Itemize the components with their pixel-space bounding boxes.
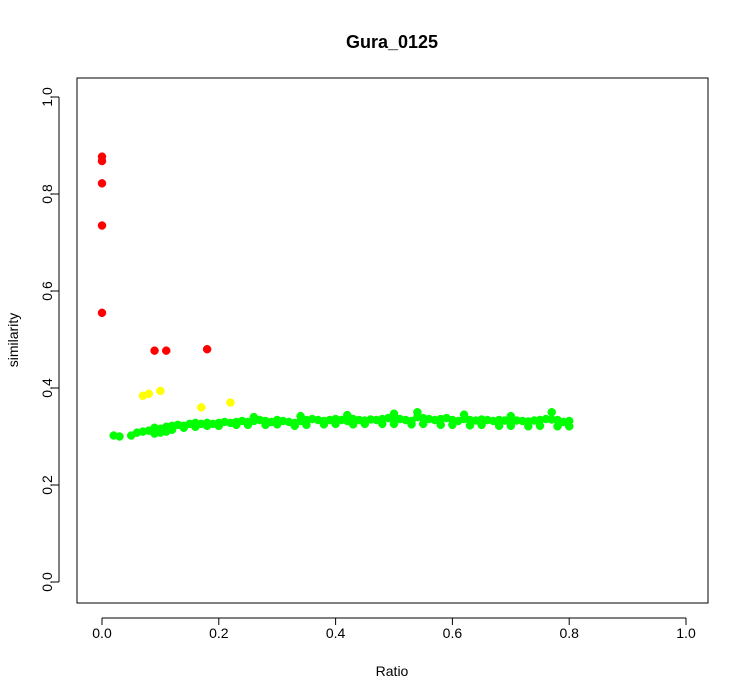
- data-point: [524, 422, 533, 431]
- data-point: [506, 411, 516, 421]
- data-point: [161, 346, 171, 355]
- data-point: [249, 412, 259, 422]
- data-point: [465, 421, 475, 430]
- plot-frame: [76, 77, 709, 604]
- data-point: [343, 410, 352, 420]
- data-point: [156, 386, 165, 396]
- x-tick-label: 0.8: [559, 625, 579, 641]
- data-point: [459, 410, 469, 419]
- y-tick-label: 0.0: [39, 572, 55, 592]
- data-point: [564, 422, 574, 431]
- data-point: [202, 421, 212, 431]
- data-point: [202, 344, 212, 354]
- data-point: [302, 420, 311, 430]
- data-point: [331, 419, 340, 429]
- data-point: [378, 419, 387, 429]
- data-point: [232, 420, 241, 430]
- x-axis: 0.0 0.2 0.4 0.6 0.8 1.0: [92, 617, 696, 641]
- chart-title: Gura_0125: [346, 32, 438, 52]
- y-axis-label: similarity: [5, 313, 21, 367]
- data-point: [97, 156, 107, 166]
- data-point: [535, 421, 545, 431]
- data-point: [448, 420, 457, 430]
- x-tick-label: 0.0: [92, 625, 112, 641]
- x-tick-label: 0.6: [443, 625, 463, 641]
- data-point: [214, 421, 224, 431]
- data-point: [226, 398, 235, 407]
- data-point: [360, 419, 370, 429]
- data-point: [389, 409, 399, 418]
- data-point: [418, 419, 428, 429]
- y-tick-label: 1.0: [39, 87, 55, 107]
- data-point: [436, 420, 445, 430]
- data-point: [389, 419, 399, 429]
- data-point: [413, 408, 422, 417]
- y-tick-label: 0.8: [39, 184, 55, 204]
- data-point: [97, 179, 107, 188]
- data-point: [191, 422, 200, 432]
- data-point: [494, 421, 504, 431]
- data-point: [167, 425, 177, 434]
- data-point: [407, 420, 416, 429]
- x-axis-label: Ratio: [376, 663, 409, 679]
- data-point: [261, 420, 270, 430]
- data-point: [243, 420, 253, 430]
- data-point: [179, 423, 189, 433]
- data-point: [553, 422, 562, 431]
- data-point: [477, 420, 486, 430]
- y-axis: 0.0 0.2 0.4 0.6 0.8 1.0: [39, 87, 60, 592]
- y-tick-label: 0.4: [39, 378, 55, 398]
- data-point: [144, 389, 153, 399]
- x-tick-label: 0.4: [326, 625, 346, 641]
- data-point: [97, 221, 107, 230]
- data-point: [547, 408, 556, 417]
- data-point: [319, 420, 329, 429]
- y-tick-label: 0.2: [39, 475, 55, 495]
- y-tick-label: 0.6: [39, 281, 55, 301]
- data-point: [348, 420, 358, 429]
- data-point: [506, 421, 516, 431]
- data-point: [296, 411, 305, 421]
- data-points: [97, 152, 574, 441]
- data-point: [115, 432, 124, 441]
- data-point: [97, 308, 107, 318]
- x-tick-label: 0.2: [209, 625, 229, 641]
- data-point: [197, 403, 206, 412]
- data-point: [150, 346, 159, 355]
- data-point: [290, 421, 299, 431]
- x-tick-label: 1.0: [676, 625, 696, 641]
- data-point: [272, 420, 282, 429]
